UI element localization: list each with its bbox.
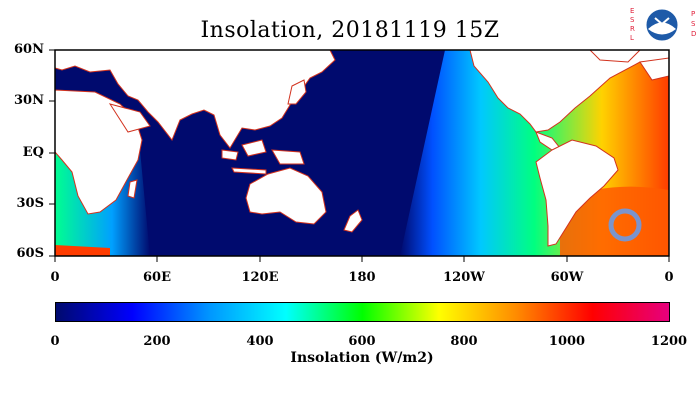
svg-text:S: S <box>691 20 696 28</box>
svg-text:S: S <box>630 16 635 24</box>
colorbar-tick-600: 600 <box>348 334 376 349</box>
svg-text:E: E <box>630 7 634 15</box>
lon-label-0: 0 <box>50 270 60 285</box>
svg-text:P: P <box>691 10 695 18</box>
australia-landmass <box>245 167 327 225</box>
colorbar-tick-200: 200 <box>143 334 171 349</box>
colorbar <box>55 302 670 322</box>
lon-label-60w: 60W <box>550 270 584 285</box>
lat-label-60s: 60S <box>16 246 44 261</box>
storm-swirl <box>608 208 642 242</box>
colorbar-tick-0: 0 <box>50 334 60 349</box>
colorbar-tick-1000: 1000 <box>548 334 586 349</box>
colorbar-tick-400: 400 <box>246 334 274 349</box>
svg-text:R: R <box>630 25 635 33</box>
lat-label-eq: EQ <box>22 145 44 160</box>
lon-label-180: 180 <box>348 270 376 285</box>
svg-text:D: D <box>691 30 696 38</box>
insolation-map <box>49 49 670 262</box>
lon-label-120e: 120E <box>241 270 279 285</box>
south-america-landmass <box>535 139 619 247</box>
lon-label-120w: 120W <box>443 270 485 285</box>
svg-text:L: L <box>630 34 634 42</box>
colorbar-tick-1200: 1200 <box>650 334 688 349</box>
lat-label-60n: 60N <box>14 42 44 57</box>
south-atlantic-high <box>560 186 669 256</box>
lat-label-30s: 30S <box>16 196 44 211</box>
lon-label-60e: 60E <box>143 270 171 285</box>
lon-label-0-east: 0 <box>664 270 674 285</box>
colorbar-tick-800: 800 <box>450 334 478 349</box>
map-title: Insolation, 20181119 15Z <box>200 18 500 43</box>
colorbar-title: Insolation (W/m2) <box>290 350 434 366</box>
lat-label-30n: 30N <box>14 93 44 108</box>
